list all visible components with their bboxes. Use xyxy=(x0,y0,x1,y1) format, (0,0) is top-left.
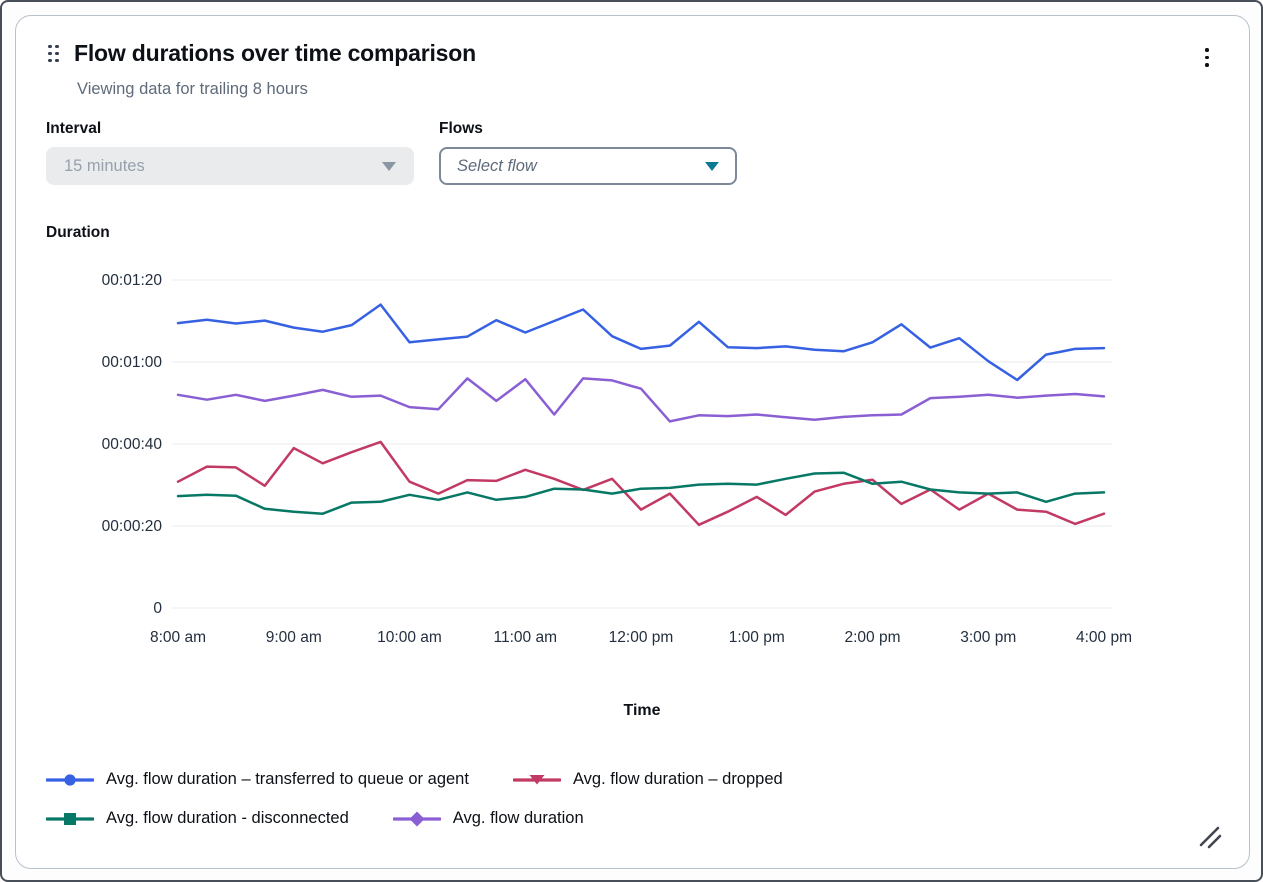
square-marker-icon xyxy=(46,812,94,825)
y-tick-label: 00:01:00 xyxy=(102,354,163,371)
interval-control: Interval 15 minutes xyxy=(46,120,414,185)
series-line-0 xyxy=(176,303,1106,382)
x-tick-label: 2:00 pm xyxy=(844,629,900,646)
flow-durations-widget: Flow durations over time comparison View… xyxy=(15,15,1250,869)
x-tick-label: 9:00 am xyxy=(266,629,322,646)
series-line-2 xyxy=(176,471,1106,515)
flow-durations-chart: 00:01:20 00:01:00 00:00:40 00:00:20 0 8:00 am… xyxy=(102,272,1132,646)
widget-subtitle: Viewing data for trailing 8 hours xyxy=(77,80,308,98)
y-tick-label: 00:00:40 xyxy=(102,436,163,453)
y-tick-label: 00:01:20 xyxy=(102,272,163,289)
series-line-3 xyxy=(176,377,1106,423)
interval-label: Interval xyxy=(46,120,102,137)
widget-header: Flow durations over time comparison xyxy=(46,40,476,67)
legend-item-2[interactable]: Avg. flow duration - disconnected xyxy=(46,809,349,828)
x-axis-title: Time xyxy=(623,702,661,719)
legend-item-0[interactable]: Avg. flow duration – transferred to queu… xyxy=(46,770,469,789)
x-tick-label: 12:00 pm xyxy=(609,629,674,646)
flows-control: Flows Select flow xyxy=(439,120,737,185)
triangle-down-marker-icon xyxy=(512,774,561,784)
legend-label: Avg. flow duration xyxy=(452,809,584,827)
legend-label: Avg. flow duration – dropped xyxy=(572,770,783,788)
controls-row: Interval 15 minutes Flows Select flow xyxy=(46,120,737,185)
legend-item-1[interactable]: Avg. flow duration – dropped xyxy=(512,770,783,789)
drag-handle-icon[interactable] xyxy=(46,43,61,65)
diamond-marker-icon xyxy=(392,811,441,826)
flows-label: Flows xyxy=(439,120,483,137)
chevron-down-icon xyxy=(382,161,396,171)
x-tick-label: 3:00 pm xyxy=(960,629,1016,646)
widget-title: Flow durations over time comparison xyxy=(74,40,476,66)
chart-legend: Avg. flow duration – transferred to queu… xyxy=(46,770,1006,828)
x-tick-label: 11:00 am xyxy=(494,629,557,646)
chart-area: 00:01:20 00:01:00 00:00:40 00:00:20 0 8:00 am… xyxy=(32,260,1212,660)
x-tick-label: 1:00 pm xyxy=(729,629,785,646)
series-line-1 xyxy=(176,440,1106,527)
circle-marker-icon xyxy=(46,773,94,786)
widget-menu-icon[interactable] xyxy=(1199,42,1215,73)
interval-value: 15 minutes xyxy=(64,156,145,175)
x-tick-label: 4:00 pm xyxy=(1076,629,1132,646)
legend-label: Avg. flow duration - disconnected xyxy=(106,809,349,827)
chevron-down-icon xyxy=(705,161,719,171)
y-tick-label: 0 xyxy=(153,600,162,617)
y-axis-title: Duration xyxy=(46,224,110,241)
resize-handle-icon[interactable] xyxy=(1197,824,1223,850)
flows-placeholder: Select flow xyxy=(457,156,537,175)
y-tick-label: 00:00:20 xyxy=(102,518,163,535)
flows-select[interactable]: Select flow xyxy=(439,147,737,185)
interval-select: 15 minutes xyxy=(46,147,414,185)
x-tick-label: 8:00 am xyxy=(150,629,206,646)
legend-item-3[interactable]: Avg. flow duration xyxy=(392,809,584,828)
legend-label: Avg. flow duration – transferred to queu… xyxy=(106,770,469,788)
x-tick-label: 10:00 am xyxy=(377,629,442,646)
